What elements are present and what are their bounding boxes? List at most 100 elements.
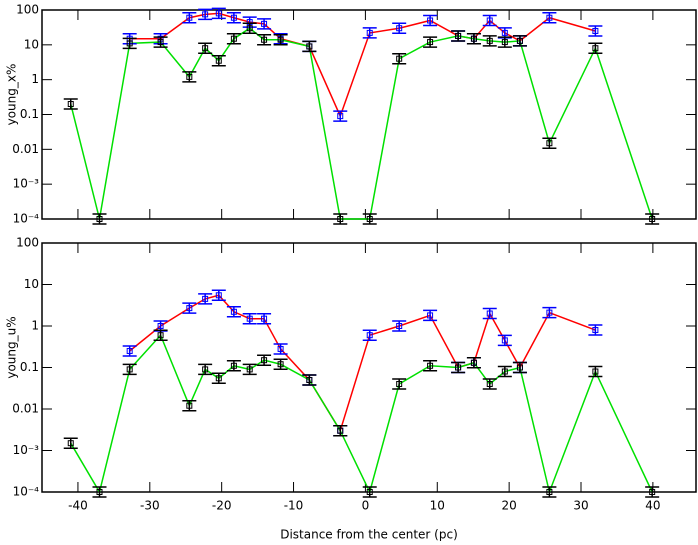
x-tick-label: 40 [645,499,660,513]
point [126,40,133,47]
point [396,323,403,329]
y-tick-label: 10⁻³ [13,443,40,457]
point [396,25,403,32]
point [546,489,553,495]
data-marker [211,289,226,302]
data-marker [226,32,241,45]
point [126,366,133,373]
data-marker [497,365,512,378]
y-tick-label: 0.1 [20,107,39,121]
point [67,101,74,108]
data-marker [211,7,226,20]
data-marker [333,110,348,122]
data-marker [362,329,377,341]
point [246,366,253,373]
y-tick-label: 1 [31,319,39,333]
data-marker [333,424,348,437]
data-marker [362,486,377,498]
data-marker [423,309,438,322]
point [246,315,253,322]
x-tick-label: -20 [212,499,232,513]
data-marker [451,361,466,374]
data-marker [451,30,466,42]
data-marker [63,98,78,110]
data-marker [588,324,603,336]
point [546,140,553,147]
series-line [70,333,653,495]
data-marker [242,363,257,376]
data-marker [211,54,226,67]
data-marker [92,213,107,225]
data-marker [198,293,213,305]
data-marker [63,437,78,449]
data-marker [92,486,107,498]
point [215,292,222,299]
point [501,337,508,344]
point [501,39,508,46]
data-marker [482,378,497,390]
data-marker [542,306,557,319]
data-marker [466,357,481,369]
y-tick-label: 10⁻⁴ [13,485,40,499]
data-marker [273,33,288,46]
data-marker [512,35,527,47]
point [67,440,74,447]
data-marker [497,36,512,48]
point [246,25,253,32]
plot-frame [41,242,697,493]
y-axis-label: young_x% [5,64,19,126]
y-tick-label: 10 [24,37,39,51]
data-marker [645,486,660,498]
point [202,45,209,52]
point [592,27,599,34]
point [649,489,656,495]
data-marker [182,11,197,24]
point [470,35,477,42]
point [592,368,599,375]
point [261,36,268,43]
point [96,216,103,222]
point [230,362,237,369]
point [202,295,209,302]
point [592,327,599,334]
point [96,489,103,495]
data-marker [122,37,137,50]
point [501,29,508,36]
data-marker [542,11,557,24]
point [306,43,313,50]
data-marker [273,358,288,370]
y-tick-label: 10 [24,277,39,291]
point [366,332,373,339]
point [186,305,193,312]
data-marker [512,361,527,374]
point [366,489,373,495]
data-marker [482,35,497,47]
point [337,216,344,222]
point [186,14,193,21]
point [202,366,209,373]
y-tick-label: 10⁻³ [13,177,40,191]
data-marker [257,18,272,30]
y-tick-label: 100 [16,236,39,250]
x-tick-label: -40 [68,499,88,513]
point [649,216,656,222]
plot-frame [41,9,697,220]
data-marker [392,378,407,390]
data-marker [182,71,197,83]
point [427,17,434,24]
point [230,35,237,42]
series-line [129,12,596,119]
point [157,332,164,339]
x-tick-label: -30 [140,499,160,513]
data-marker [423,36,438,48]
data-marker [257,312,272,325]
data-marker [542,486,557,498]
point [202,11,209,18]
data-marker [242,312,257,325]
point [427,362,434,369]
point [277,345,284,352]
x-tick-label: 10 [430,499,445,513]
data-marker [153,329,168,341]
point [516,37,523,44]
